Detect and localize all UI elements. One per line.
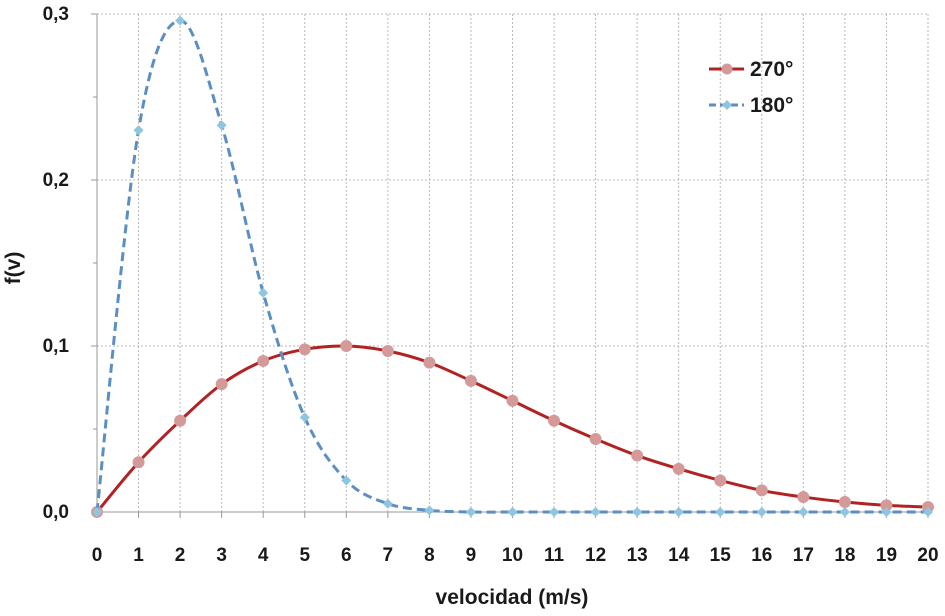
data-point — [215, 378, 228, 391]
y-tick-label: 0,1 — [43, 336, 70, 357]
x-tick-label: 20 — [917, 545, 938, 566]
data-point — [714, 474, 727, 487]
data-point — [755, 484, 768, 497]
data-point — [92, 507, 102, 517]
legend-swatch-marker — [721, 63, 733, 75]
data-point — [548, 414, 561, 427]
x-tick-labels: 0 1 2 3 4 5 6 7 8 9 10 11 12 13 14 15 16 17 18 19 20 — [92, 545, 939, 566]
data-point — [839, 507, 850, 517]
x-tick-label: 18 — [834, 545, 855, 566]
y-axis-title: f(v) — [2, 252, 25, 285]
data-point — [590, 507, 601, 517]
data-point — [881, 507, 892, 517]
y-tick-label: 0,3 — [43, 4, 69, 25]
data-point — [631, 449, 644, 462]
x-tick-label: 1 — [133, 545, 144, 566]
y-tick-labels: 0,0 0,1 0,2 0,3 — [43, 4, 70, 523]
data-point — [381, 344, 394, 357]
data-point — [464, 374, 477, 387]
data-point — [756, 507, 767, 517]
legend-item: 270° — [709, 58, 793, 81]
data-point — [549, 507, 560, 517]
y-tick-label: 0,0 — [43, 502, 69, 523]
x-tick-label: 3 — [216, 545, 227, 566]
series-line — [95, 19, 928, 514]
data-point — [465, 507, 476, 517]
x-tick-label: 8 — [424, 545, 435, 566]
grid — [97, 13, 929, 512]
axis-ticks — [91, 13, 929, 518]
data-point — [672, 462, 685, 475]
x-tick-label: 9 — [466, 545, 477, 566]
legend-swatch-marker — [722, 100, 732, 110]
data-point — [923, 507, 933, 517]
data-point — [174, 414, 187, 427]
data-point — [216, 120, 227, 131]
data-point — [340, 340, 353, 352]
x-tick-label: 15 — [710, 545, 732, 566]
data-point — [506, 394, 519, 407]
data-point — [507, 507, 518, 517]
series-180 — [92, 15, 933, 517]
data-point — [341, 475, 352, 486]
data-point — [424, 505, 435, 516]
x-tick-label: 7 — [383, 545, 394, 566]
x-tick-label: 13 — [627, 545, 648, 566]
x-tick-label: 11 — [544, 545, 565, 566]
data-point — [673, 507, 684, 517]
data-point — [715, 507, 726, 517]
data-point — [423, 356, 436, 369]
x-tick-label: 4 — [258, 545, 269, 566]
data-point — [797, 491, 810, 504]
legend-label: 180° — [750, 94, 793, 117]
x-tick-label: 12 — [585, 545, 606, 566]
x-tick-label: 16 — [751, 545, 772, 566]
x-tick-label: 6 — [341, 545, 352, 566]
data-point — [382, 498, 393, 509]
x-tick-label: 19 — [876, 545, 897, 566]
series-layer — [91, 15, 934, 518]
data-point — [175, 15, 186, 26]
data-point — [257, 354, 270, 367]
legend: 270° 180° — [709, 58, 793, 117]
x-tick-label: 14 — [668, 545, 690, 566]
data-point — [838, 496, 851, 509]
x-tick-label: 2 — [175, 545, 186, 566]
x-tick-label: 17 — [793, 545, 814, 566]
x-tick-label: 5 — [299, 545, 310, 566]
legend-item: 180° — [709, 94, 793, 117]
x-axis-title: velocidad (m/s) — [436, 586, 589, 609]
data-point — [133, 125, 144, 136]
data-point — [132, 456, 145, 469]
data-point — [299, 412, 310, 423]
data-point — [589, 432, 602, 445]
data-point — [298, 343, 311, 356]
x-tick-label: 10 — [502, 545, 523, 566]
y-tick-label: 0,2 — [43, 170, 69, 191]
x-tick-label: 0 — [92, 545, 103, 566]
data-point — [258, 287, 269, 298]
legend-label: 270° — [750, 58, 793, 81]
data-point — [632, 507, 643, 517]
data-point — [798, 507, 809, 517]
